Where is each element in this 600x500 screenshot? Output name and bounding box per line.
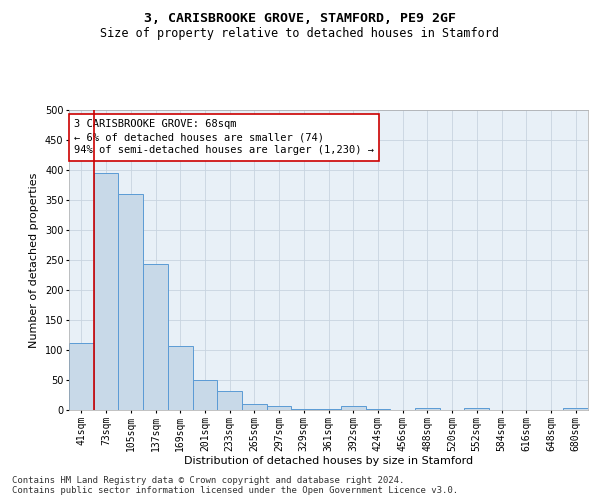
Text: 3, CARISBROOKE GROVE, STAMFORD, PE9 2GF: 3, CARISBROOKE GROVE, STAMFORD, PE9 2GF — [144, 12, 456, 26]
X-axis label: Distribution of detached houses by size in Stamford: Distribution of detached houses by size … — [184, 456, 473, 466]
Bar — [118, 194, 143, 410]
Bar — [168, 346, 193, 410]
Text: 3 CARISBROOKE GROVE: 68sqm
← 6% of detached houses are smaller (74)
94% of semi-: 3 CARISBROOKE GROVE: 68sqm ← 6% of detac… — [74, 119, 374, 156]
Bar — [341, 406, 365, 410]
Y-axis label: Number of detached properties: Number of detached properties — [29, 172, 39, 348]
Bar — [267, 406, 292, 410]
Text: Contains public sector information licensed under the Open Government Licence v3: Contains public sector information licen… — [12, 486, 458, 495]
Text: Contains HM Land Registry data © Crown copyright and database right 2024.: Contains HM Land Registry data © Crown c… — [12, 476, 404, 485]
Bar — [242, 404, 267, 410]
Bar — [415, 408, 440, 410]
Bar — [143, 264, 168, 410]
Bar — [94, 173, 118, 410]
Bar — [69, 343, 94, 410]
Text: Size of property relative to detached houses in Stamford: Size of property relative to detached ho… — [101, 28, 499, 40]
Bar — [217, 392, 242, 410]
Bar — [563, 408, 588, 410]
Bar — [292, 409, 316, 410]
Bar — [193, 380, 217, 410]
Bar — [464, 408, 489, 410]
